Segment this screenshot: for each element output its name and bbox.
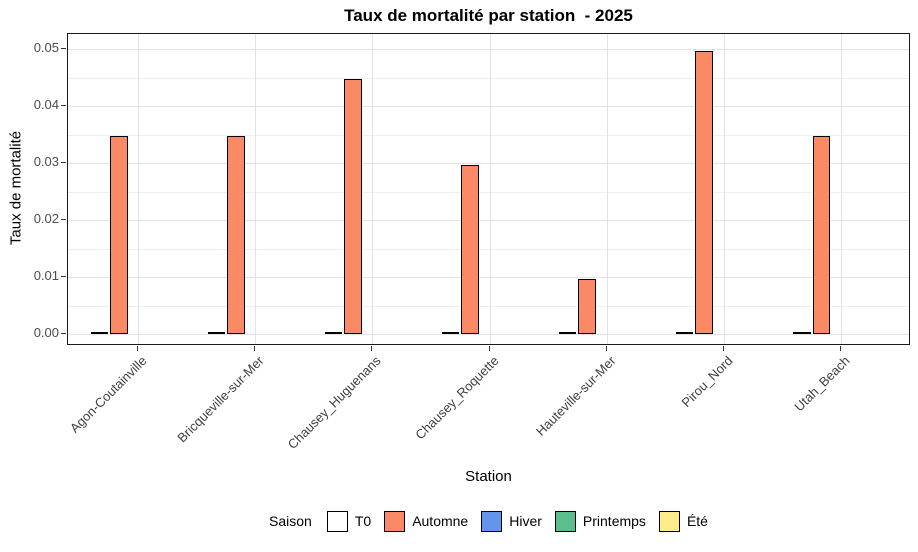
gridline-major [68,277,909,278]
bar-automne-3 [461,165,479,334]
legend-title: Saison [269,513,312,529]
legend-swatch-hiver [481,510,503,532]
legend-label: Automne [412,513,469,529]
x-tick-mark [606,346,607,351]
legend-item-printemps: Printemps [554,510,646,532]
y-tick-label: 0.00 [33,325,59,340]
x-tick-mark [254,346,255,351]
gridline-vertical [372,34,373,344]
gridline-major [68,220,909,221]
gridline-minor [68,134,909,136]
legend-swatch-été [658,510,680,532]
y-tick-label: 0.05 [33,40,59,55]
bar-t0-4 [558,332,577,334]
x-tick-mark [371,346,372,351]
legend-label: Printemps [582,513,646,529]
legend-item-t0: T0 [326,510,372,532]
y-tick-mark [61,162,66,163]
gridline-vertical [607,34,608,344]
gridline-minor [68,191,909,193]
bar-automne-6 [812,136,830,334]
bar-automne-1 [227,136,245,334]
bar-t0-2 [324,332,343,334]
bar-automne-5 [695,51,713,334]
legend-label: Hiver [509,513,542,529]
bar-t0-3 [441,332,460,334]
x-axis-title: Station [465,468,512,485]
gridline-major [68,163,909,164]
bar-automne-0 [110,136,128,334]
gridline-minor [68,77,909,79]
gridline-vertical [138,34,139,344]
y-axis-title: Taux de mortalité [7,130,25,246]
legend-label: Été [686,513,708,529]
gridline-vertical [724,34,725,344]
gridline-minor [68,248,909,250]
y-tick-mark [61,48,66,49]
y-tick-label: 0.03 [33,154,59,169]
x-tick-mark [137,346,138,351]
y-tick-mark [61,105,66,106]
plot-panel [67,33,910,345]
gridline-minor [68,305,909,307]
legend-swatch-automne [384,510,406,532]
gridline-major [68,334,909,335]
legend-item-automne: Automne [384,510,469,532]
x-tick-mark [489,346,490,351]
gridline-major [68,106,909,107]
y-tick-label: 0.01 [33,268,59,283]
bar-t0-0 [90,332,108,334]
legend-swatch-t0 [326,510,348,532]
y-tick-mark [61,333,66,334]
legend: Saison T0 Automne Hiver Printemps Été [67,506,910,536]
bar-t0-6 [793,332,811,334]
x-tick-mark [723,346,724,351]
x-tick-mark [840,346,841,351]
bar-t0-5 [675,332,694,334]
y-tick-mark [61,219,66,220]
legend-swatch-printemps [554,510,576,532]
gridline-major [68,49,909,50]
y-tick-mark [61,276,66,277]
legend-label: T0 [354,513,372,529]
y-tick-label: 0.02 [33,211,59,226]
legend-item-été: Été [658,510,708,532]
bar-automne-4 [578,279,596,334]
y-tick-label: 0.04 [33,97,59,112]
legend-item-hiver: Hiver [481,510,542,532]
gridline-vertical [255,34,256,344]
bar-automne-2 [344,79,362,334]
gridline-vertical [841,34,842,344]
bar-t0-1 [207,332,226,334]
gridline-vertical [490,34,491,344]
chart-title: Taux de mortalité par station - 2025 [344,6,633,25]
